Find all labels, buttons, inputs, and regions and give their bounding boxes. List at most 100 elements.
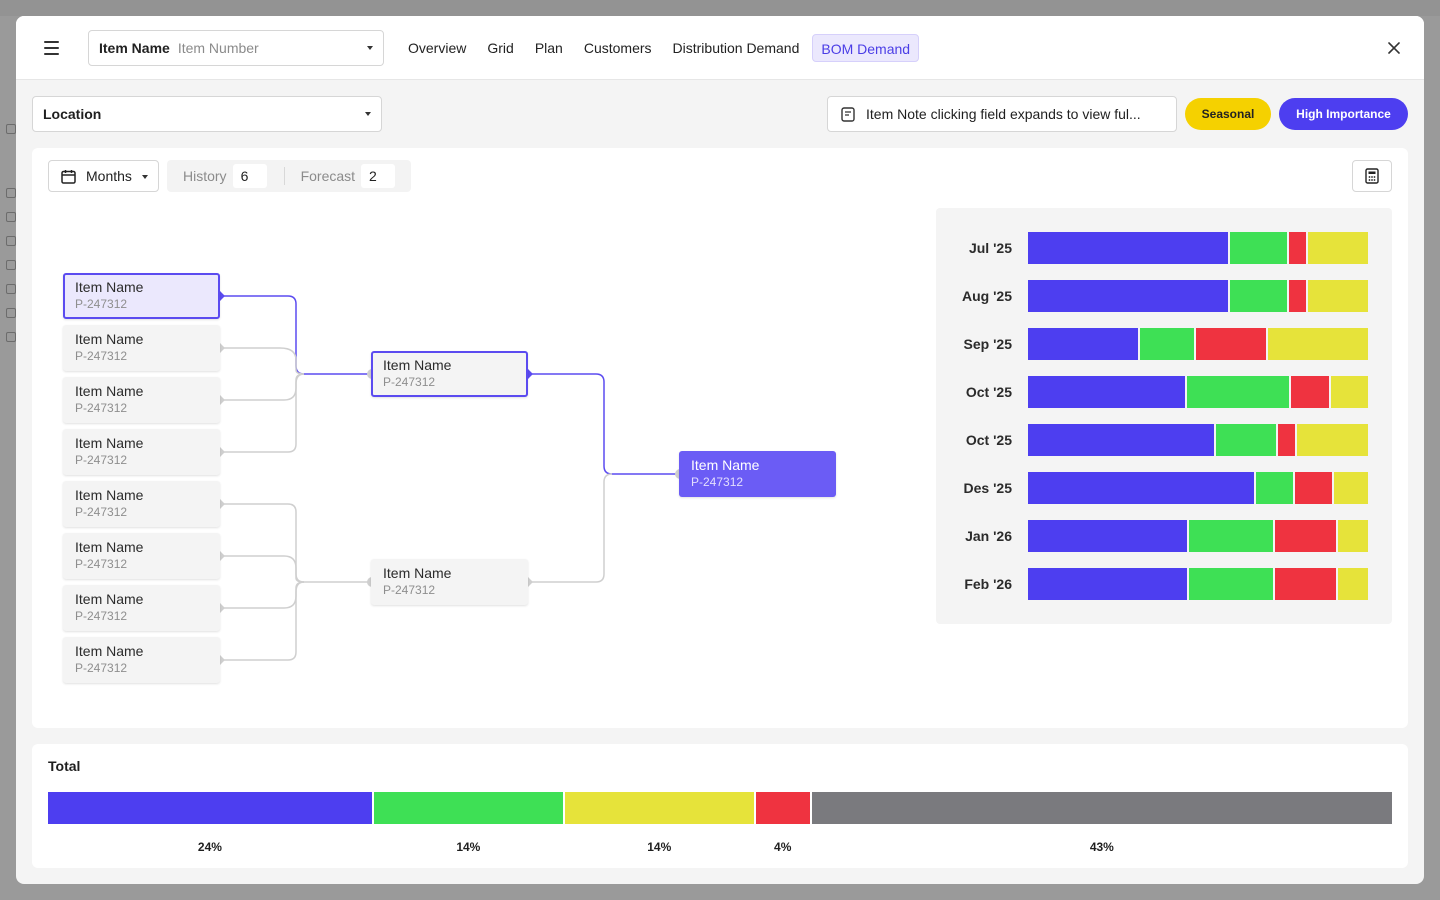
tab-overview[interactable]: Overview [408,40,467,56]
item-note-field[interactable]: Item Note clicking field expands to view… [827,96,1177,132]
tab-distribution-demand[interactable]: Distribution Demand [672,40,800,56]
forecast-input[interactable]: 2 [361,164,396,188]
chart-month-label: Oct '25 [965,432,1012,448]
background-checkbox [6,308,16,318]
chart-bar-segment-yellow[interactable] [1297,424,1368,456]
node-name: Item Name [75,643,144,659]
total-title: Total [48,758,81,774]
node-name: Item Name [75,591,144,607]
chart-bar [1028,328,1368,360]
connector-line-selected [528,373,680,475]
chart-bar-segment-green[interactable] [1230,232,1288,264]
bom-node-leaf[interactable]: Item Name P-247312 [63,533,220,579]
background-checkbox [6,188,16,198]
node-code: P-247312 [75,453,128,467]
item-select[interactable]: Item Name Item Number [88,30,384,66]
chart-bar-segment-blue[interactable] [1028,424,1214,456]
bom-node-leaf[interactable]: Item Name P-247312 [63,377,220,423]
tab-plan[interactable]: Plan [534,40,563,56]
node-code: P-247312 [75,401,128,415]
chart-row: Jul '25 [936,232,1392,264]
background-checkbox [6,332,16,342]
location-select[interactable]: Location [32,96,382,132]
chart-bar-segment-green[interactable] [1186,376,1289,408]
chart-bar-segment-blue[interactable] [1028,232,1229,264]
total-percent-label: 4% [774,840,792,854]
node-name: Item Name [75,279,144,295]
total-segment-red[interactable] [755,792,810,824]
close-icon[interactable] [1386,40,1402,56]
node-code: P-247312 [75,557,128,571]
item-note-text: Item Note clicking field expands to view… [866,106,1141,122]
chart-bar-segment-yellow[interactable] [1307,232,1368,264]
chart-row: Jan '26 [936,520,1392,552]
chart-bar-segment-red[interactable] [1274,520,1336,552]
bom-node-leaf[interactable]: Item Name P-247312 [63,273,220,319]
bom-node-leaf[interactable]: Item Name P-247312 [63,325,220,371]
node-code: P-247312 [75,349,128,363]
chart-bar-segment-blue[interactable] [1028,520,1187,552]
connector-line [220,373,305,453]
chart-bar-segment-yellow[interactable] [1334,472,1368,504]
tab-customers[interactable]: Customers [583,40,652,56]
calculator-icon [1365,168,1379,184]
connector-line [220,581,305,661]
calendar-icon [61,169,76,184]
chart-bar-segment-green[interactable] [1256,472,1294,504]
bom-node-root[interactable]: Item Name P-247312 [679,451,836,497]
tab-grid[interactable]: Grid [487,40,514,56]
bom-node-subassembly[interactable]: Item Name P-247312 [371,559,528,605]
total-segment-gray[interactable] [811,792,1392,824]
high-importance-tag[interactable]: High Importance [1279,98,1408,130]
chart-bar-segment-yellow[interactable] [1337,520,1368,552]
chart-month-label: Jul '25 [968,240,1012,256]
background-row-checkboxes [0,100,16,400]
chart-bar-segment-green[interactable] [1230,280,1288,312]
chart-row: Feb '26 [936,568,1392,600]
chart-bar-segment-yellow[interactable] [1337,568,1368,600]
total-segment-green[interactable] [373,792,563,824]
bom-node-leaf[interactable]: Item Name P-247312 [63,585,220,631]
chart-bar-segment-red[interactable] [1278,424,1296,456]
chevron-down-icon [367,46,373,50]
chart-bar-segment-red[interactable] [1289,232,1306,264]
chart-bar-segment-yellow[interactable] [1267,328,1368,360]
chart-bar-segment-blue[interactable] [1028,472,1255,504]
chart-bar-segment-blue[interactable] [1028,376,1185,408]
connector-line [528,473,613,583]
chart-bar [1028,376,1368,408]
chart-bar-segment-green[interactable] [1188,520,1273,552]
chart-bar-segment-red[interactable] [1295,472,1333,504]
chart-bar-segment-red[interactable] [1274,568,1336,600]
bom-node-leaf[interactable]: Item Name P-247312 [63,637,220,683]
chart-bar-segment-green[interactable] [1215,424,1277,456]
bom-node-leaf[interactable]: Item Name P-247312 [63,481,220,527]
total-percent-label: 24% [197,840,222,854]
chart-bar-segment-yellow[interactable] [1307,280,1368,312]
calculator-button[interactable] [1352,160,1392,192]
bom-node-leaf[interactable]: Item Name P-247312 [63,429,220,475]
node-name: Item Name [75,383,144,399]
connector-line [220,581,305,609]
chart-bar-segment-green[interactable] [1188,568,1273,600]
hamburger-menu-icon[interactable] [44,41,60,55]
chart-bar-segment-blue[interactable] [1028,280,1229,312]
chart-row: Oct '25 [936,424,1392,456]
bom-node-subassembly[interactable]: Item Name P-247312 [371,351,528,397]
tab-bom-demand[interactable]: BOM Demand [812,34,920,62]
chart-bar-segment-yellow[interactable] [1330,376,1368,408]
history-input[interactable]: 6 [232,164,267,188]
chart-bar-segment-red[interactable] [1291,376,1329,408]
chart-bar-segment-green[interactable] [1140,328,1194,360]
seasonal-tag[interactable]: Seasonal [1185,98,1271,130]
chart-bar-segment-blue[interactable] [1028,328,1139,360]
period-select[interactable]: Months [48,160,159,192]
chart-bar [1028,424,1368,456]
chart-bar-segment-red[interactable] [1195,328,1266,360]
node-code: P-247312 [383,375,436,389]
chart-bar-segment-red[interactable] [1289,280,1306,312]
total-segment-blue[interactable] [48,792,372,824]
chart-bar-segment-blue[interactable] [1028,568,1187,600]
node-code: P-247312 [383,583,436,597]
total-segment-yellow[interactable] [564,792,754,824]
